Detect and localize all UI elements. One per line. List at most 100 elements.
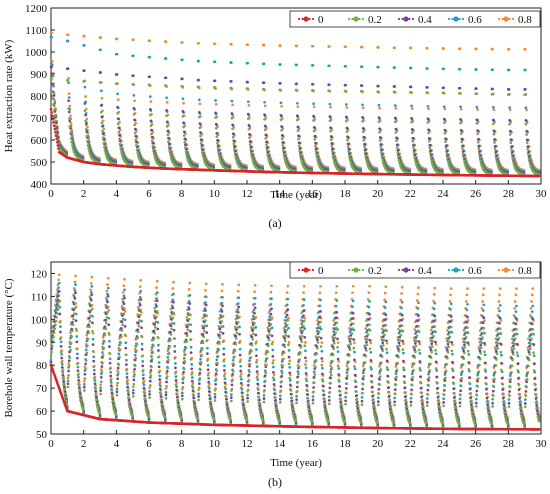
data-point (459, 118, 462, 121)
data-point (523, 68, 527, 72)
data-point (99, 104, 103, 107)
data-point (493, 141, 496, 144)
data-point (250, 155, 254, 159)
data-point (67, 117, 71, 120)
data-point (116, 122, 120, 126)
data-point (316, 157, 319, 161)
data-point (463, 159, 466, 163)
y-tick-label: 800 (31, 91, 48, 103)
data-point (425, 46, 429, 50)
data-point (84, 119, 87, 123)
data-point (442, 91, 445, 95)
data-point (132, 112, 136, 116)
data-point (394, 127, 398, 131)
data-point (347, 148, 351, 151)
data-point (314, 150, 318, 153)
data-point (367, 291, 371, 295)
data-point (344, 89, 347, 93)
data-point (204, 288, 207, 292)
data-point (213, 86, 217, 89)
data-point (155, 279, 159, 283)
x-tick-label: 0 (48, 188, 54, 200)
data-point (427, 107, 430, 111)
data-point (134, 135, 138, 138)
data-point (493, 147, 497, 151)
data-point (182, 121, 185, 125)
data-point (446, 159, 450, 163)
data-point (214, 116, 217, 120)
data-point (119, 147, 123, 150)
data-point (465, 293, 469, 297)
data-point (68, 119, 72, 123)
data-point (54, 134, 58, 137)
data-point (57, 281, 61, 285)
data-point (116, 117, 120, 121)
x-tick-label: 4 (114, 188, 120, 200)
legend-marker-0-6 (447, 17, 451, 21)
data-point (279, 101, 283, 105)
data-point (320, 341, 324, 344)
data-point (150, 139, 154, 143)
data-point (491, 47, 494, 51)
legend-marker-0-6 (453, 16, 459, 22)
data-point (181, 110, 185, 113)
data-point (218, 154, 221, 158)
data-point (164, 390, 168, 394)
data-point (141, 360, 145, 363)
data-point (167, 145, 171, 149)
data-point (474, 68, 478, 71)
data-point (67, 107, 70, 110)
data-point (198, 122, 202, 125)
data-point (527, 153, 530, 156)
data-point (57, 273, 61, 277)
data-point (66, 78, 70, 82)
data-point (363, 148, 367, 152)
data-point (168, 149, 172, 153)
x-axis-label-a: Time (year) (270, 189, 322, 201)
data-point (50, 65, 53, 69)
data-point (330, 142, 334, 145)
data-point (312, 114, 315, 118)
data-point (282, 146, 285, 150)
data-point (230, 99, 234, 103)
data-point (314, 141, 317, 145)
data-point (378, 139, 382, 142)
data-point (264, 133, 268, 137)
data-point (197, 59, 200, 63)
data-point (295, 88, 298, 92)
data-point (458, 47, 462, 51)
data-point (281, 144, 285, 147)
data-point (334, 291, 338, 295)
data-point (265, 148, 269, 152)
data-point (118, 133, 121, 137)
data-point (361, 130, 365, 134)
data-point (425, 86, 429, 89)
data-point (52, 108, 56, 112)
data-point (263, 117, 266, 121)
data-point (87, 147, 91, 151)
data-point (444, 140, 447, 143)
data-point (491, 118, 495, 122)
data-point (152, 152, 156, 156)
data-point (346, 138, 349, 142)
data-point (116, 98, 120, 101)
data-point (525, 129, 528, 133)
data-point (478, 152, 481, 156)
data-point (285, 291, 289, 294)
data-point (360, 65, 364, 69)
data-point (215, 135, 219, 139)
data-point (493, 138, 496, 141)
data-point (115, 387, 119, 391)
data-point (50, 90, 54, 94)
data-point (148, 83, 151, 87)
data-point (233, 147, 236, 151)
data-point (50, 77, 53, 81)
data-point (213, 60, 217, 64)
data-point (51, 74, 55, 78)
data-point (511, 157, 515, 160)
data-point (132, 94, 136, 97)
data-point (103, 145, 106, 149)
data-point (295, 101, 299, 105)
data-point (460, 140, 464, 144)
data-point (508, 122, 511, 126)
